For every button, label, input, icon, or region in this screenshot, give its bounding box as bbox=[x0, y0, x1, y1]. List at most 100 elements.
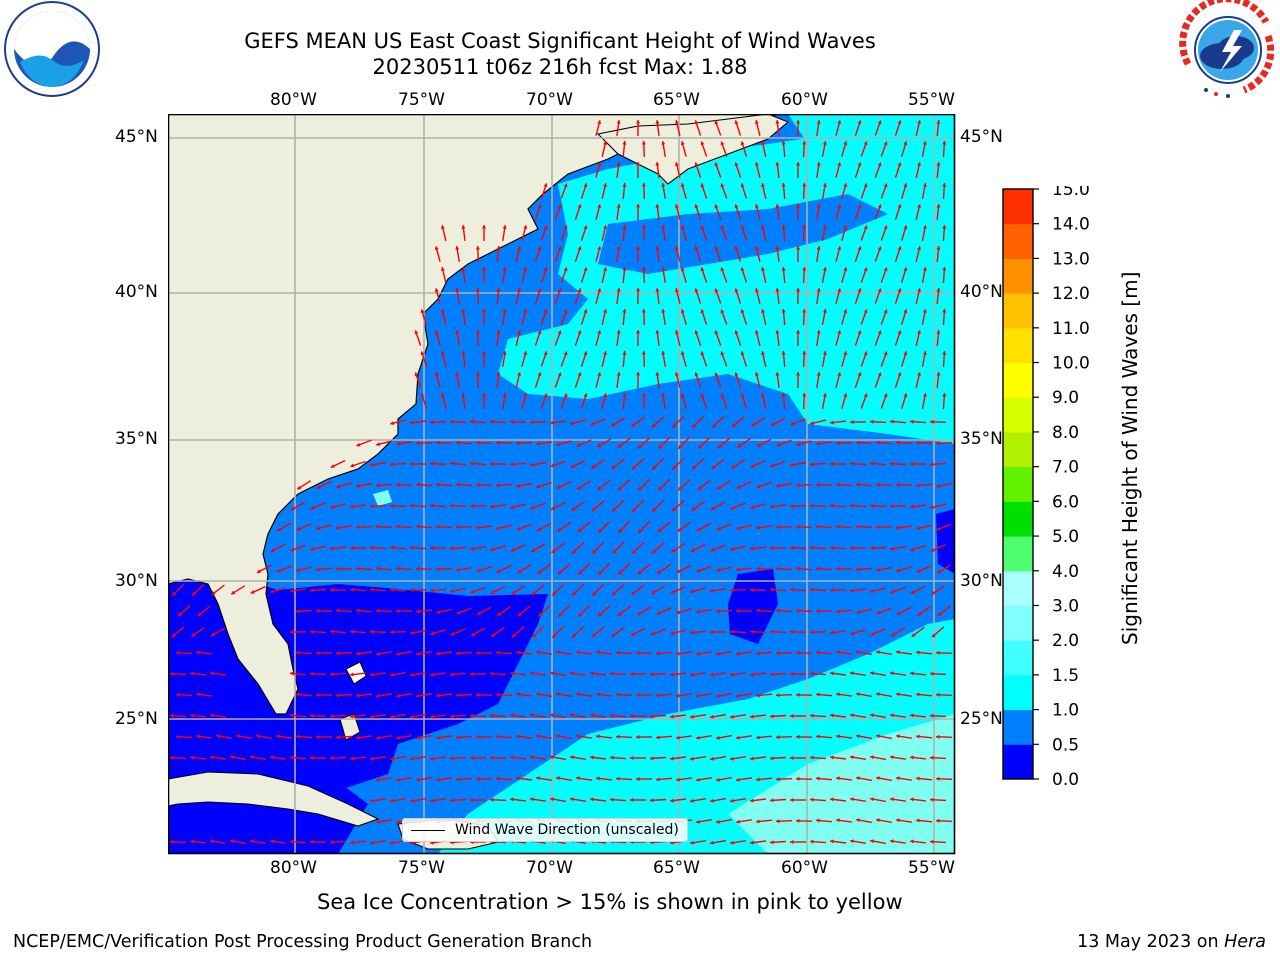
wave-arrow-head bbox=[761, 309, 766, 313]
wave-arrow-head bbox=[930, 462, 934, 467]
wave-arrow-head bbox=[376, 608, 380, 613]
wave-arrow-head bbox=[641, 183, 646, 187]
wave-arrow-head bbox=[603, 183, 607, 187]
wave-arrow-head bbox=[210, 713, 214, 718]
wave-arrow-head bbox=[830, 839, 834, 844]
wave-arrow-head bbox=[597, 120, 602, 125]
wave-arrow-head bbox=[440, 393, 445, 398]
wave-arrow-head bbox=[756, 735, 760, 740]
wave-arrow-head bbox=[630, 713, 634, 718]
wave-arrow-head bbox=[877, 288, 882, 293]
wave-arrow-head bbox=[883, 351, 888, 356]
wave-arrow-head bbox=[641, 351, 646, 355]
wave-arrow-head bbox=[802, 267, 807, 271]
wave-arrow-head bbox=[700, 267, 705, 272]
wave-arrow-head bbox=[661, 267, 666, 271]
wave-arrow-head bbox=[751, 422, 756, 427]
wave-arrow-head bbox=[775, 330, 780, 334]
wave-arrow-head bbox=[796, 246, 801, 250]
wave-arrow-head bbox=[618, 570, 623, 575]
wave-arrow-head bbox=[336, 525, 340, 530]
wave-arrow-head bbox=[530, 462, 534, 467]
wave-arrow-head bbox=[674, 288, 679, 293]
wave-arrow-head bbox=[890, 797, 894, 802]
wave-arrow-head bbox=[700, 183, 705, 188]
wave-arrow-head bbox=[370, 462, 374, 467]
wave-arrow-head bbox=[930, 713, 934, 718]
wave-arrow-head bbox=[496, 526, 500, 531]
wave-arrow-head bbox=[676, 569, 681, 573]
wave-arrow-head bbox=[356, 608, 360, 613]
wave-arrow-head bbox=[816, 524, 820, 529]
wave-arrow-head bbox=[577, 288, 582, 293]
wave-arrow-head bbox=[776, 483, 780, 488]
wave-arrow-head bbox=[883, 267, 888, 272]
wave-arrow-head bbox=[876, 482, 880, 487]
wave-arrow-head bbox=[917, 288, 921, 292]
wave-arrow-head bbox=[830, 755, 834, 760]
wave-arrow-head bbox=[916, 569, 921, 573]
wave-arrow-head bbox=[616, 204, 621, 208]
lon-label-bottom-80w: 80°W bbox=[270, 858, 317, 878]
wave-arrow-head bbox=[475, 246, 480, 250]
wave-arrow-head bbox=[497, 611, 502, 616]
wave-arrow-head bbox=[641, 309, 646, 313]
wave-arrow-head bbox=[276, 568, 281, 573]
wave-arrow-head bbox=[356, 651, 360, 656]
wave-arrow-head bbox=[490, 713, 494, 718]
wave-arrow-head bbox=[716, 735, 720, 740]
wave-arrow-head bbox=[936, 441, 940, 446]
wave-arrow-head bbox=[781, 309, 786, 313]
wave-arrow-head bbox=[916, 734, 920, 739]
wave-arrow-head bbox=[936, 204, 941, 208]
wave-arrow-head bbox=[596, 776, 600, 781]
wave-arrow-head bbox=[330, 505, 335, 510]
wave-arrow-head bbox=[661, 225, 666, 229]
wave-arrow-head bbox=[690, 672, 694, 677]
wave-arrow-head bbox=[390, 462, 394, 467]
wave-arrow-head bbox=[558, 612, 563, 617]
wave-arrow-head bbox=[330, 464, 335, 468]
wave-arrow-head bbox=[710, 630, 714, 635]
wave-arrow-head bbox=[781, 267, 786, 271]
wave-arrow-head bbox=[490, 755, 494, 760]
wave-arrow-head bbox=[810, 462, 814, 467]
wave-arrow-head bbox=[776, 442, 781, 447]
wave-arrow-head bbox=[641, 267, 646, 271]
wave-arrow-head bbox=[536, 692, 540, 697]
wave-arrow-head bbox=[517, 372, 521, 376]
wave-arrow-head bbox=[870, 546, 874, 551]
wave-arrow-head bbox=[551, 549, 556, 553]
wave-arrow-head bbox=[796, 608, 800, 613]
wave-arrow-head bbox=[883, 225, 888, 230]
wave-arrow-head bbox=[496, 483, 500, 488]
wave-arrow-head bbox=[450, 546, 454, 551]
wave-arrow-head bbox=[750, 672, 754, 677]
wave-arrow-head bbox=[296, 734, 300, 739]
wave-arrow-head bbox=[932, 633, 936, 638]
wave-arrow-head bbox=[936, 288, 941, 292]
wave-arrow-head bbox=[638, 528, 643, 533]
wave-arrow-head bbox=[502, 351, 507, 355]
wave-arrow-head bbox=[456, 440, 460, 445]
wave-arrow-head bbox=[650, 714, 654, 719]
wave-arrow-head bbox=[316, 526, 321, 531]
wave-arrow-head bbox=[850, 797, 854, 802]
colorbar-cell bbox=[1003, 744, 1033, 780]
wave-arrow-head bbox=[390, 798, 394, 803]
wave-arrow-head bbox=[510, 671, 514, 676]
wave-arrow-head bbox=[678, 444, 683, 449]
wave-arrow-head bbox=[717, 485, 722, 490]
wave-arrow-head bbox=[692, 423, 697, 428]
wave-arrow-head bbox=[410, 630, 414, 635]
island-bahamas-1 bbox=[345, 661, 367, 685]
wave-arrow-head bbox=[714, 246, 719, 251]
wave-arrow-head bbox=[816, 162, 821, 166]
wave-arrow-head bbox=[523, 309, 528, 314]
wave-arrow-head bbox=[656, 651, 660, 656]
wave-arrow-head bbox=[641, 393, 646, 397]
wave-arrow-head bbox=[750, 546, 754, 551]
wave-arrow-head bbox=[670, 631, 674, 636]
wave-arrow-head bbox=[523, 351, 528, 356]
wave-arrow-head bbox=[750, 798, 754, 803]
